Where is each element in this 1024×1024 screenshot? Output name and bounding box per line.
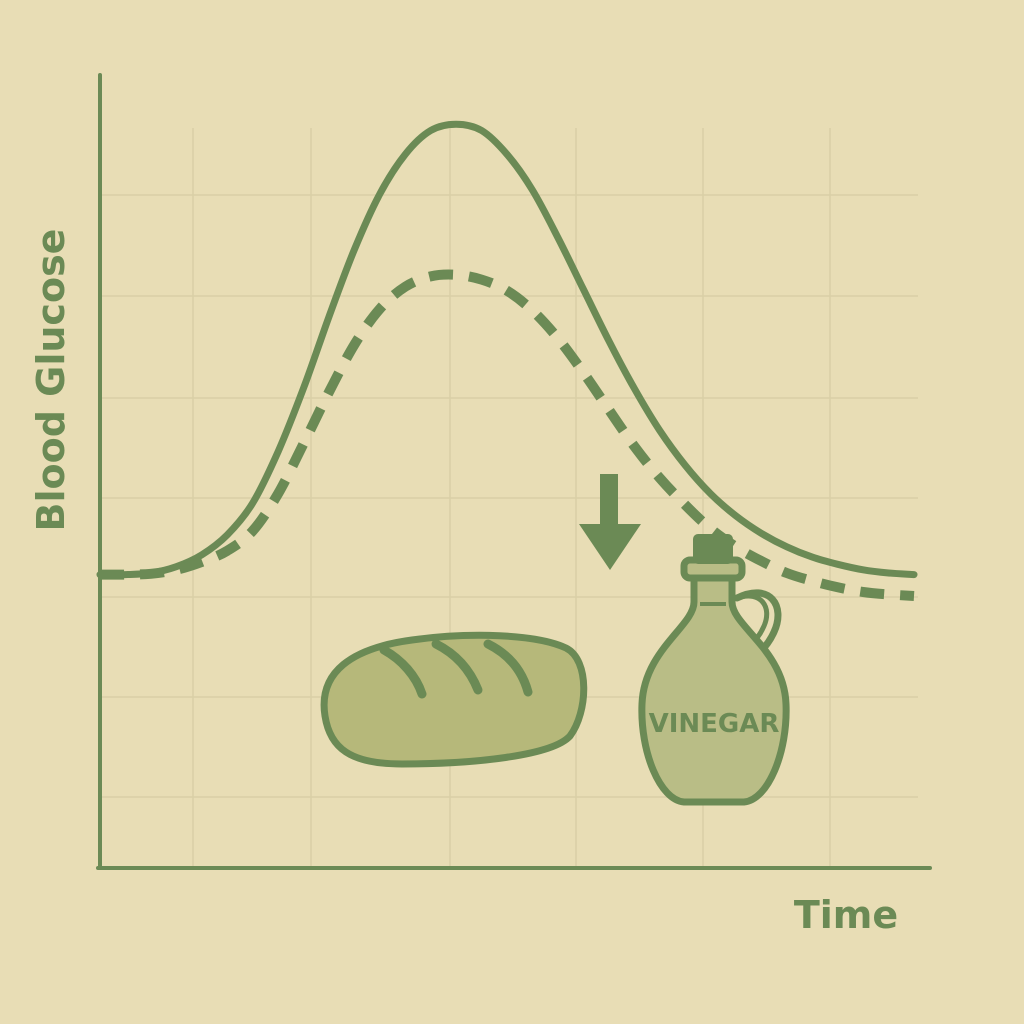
y-axis-label: Blood Glucose bbox=[29, 229, 73, 532]
vinegar-bottle-icon: VINEGAR bbox=[638, 534, 790, 806]
grid bbox=[102, 128, 918, 866]
arrow-down-icon bbox=[579, 474, 641, 570]
bread-loaf-icon bbox=[320, 631, 588, 768]
x-axis-label: Time bbox=[794, 893, 898, 937]
vinegar-label: VINEGAR bbox=[649, 709, 780, 739]
series-group bbox=[96, 120, 918, 601]
series-line-solid bbox=[96, 120, 918, 579]
series-line-dashed bbox=[99, 269, 915, 601]
